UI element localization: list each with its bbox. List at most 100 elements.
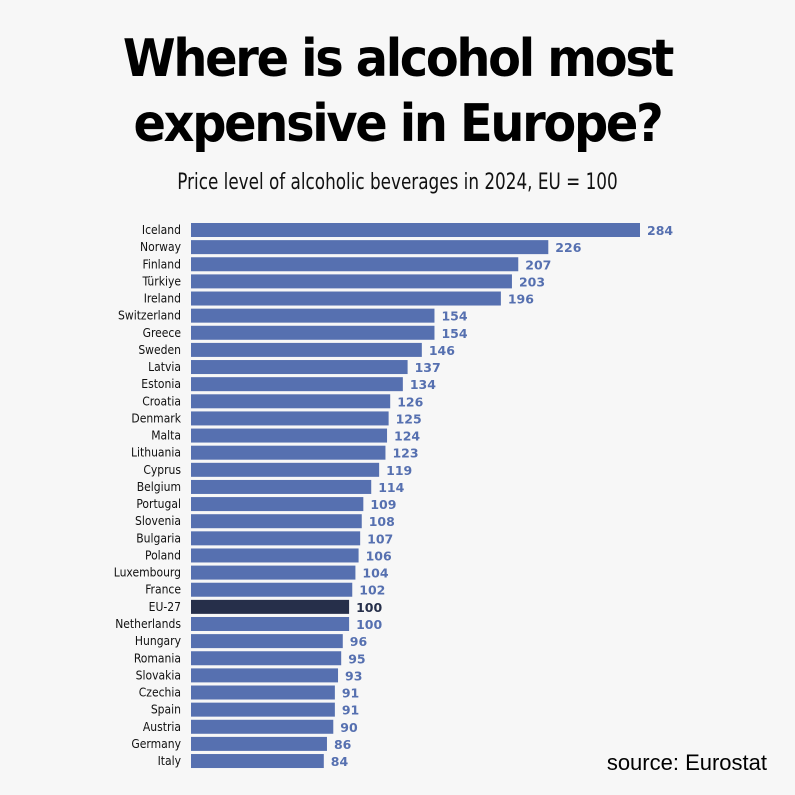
- bar-cyprus: [191, 462, 380, 477]
- value-label: 108: [369, 514, 395, 529]
- bar-estonia: [191, 377, 403, 392]
- value-label: 126: [397, 394, 423, 409]
- value-label: 90: [340, 720, 358, 735]
- bar-finland: [191, 257, 519, 272]
- category-label: Spain: [151, 703, 181, 717]
- bar-switzerland: [191, 308, 435, 323]
- category-label: Cyprus: [143, 463, 181, 477]
- value-label: 196: [508, 292, 534, 307]
- bar-sweden: [191, 342, 422, 357]
- category-label: Luxembourg: [114, 566, 181, 580]
- bar-austria: [191, 719, 334, 734]
- value-label: 123: [392, 446, 418, 461]
- value-label: 284: [647, 223, 673, 238]
- value-label: 100: [356, 617, 382, 632]
- bar-portugal: [191, 497, 364, 512]
- value-label: 125: [396, 411, 422, 426]
- category-label: Switzerland: [118, 309, 181, 323]
- category-label: Portugal: [136, 497, 181, 511]
- category-label: Romania: [134, 651, 181, 665]
- bar-slovenia: [191, 514, 362, 529]
- category-label: Latvia: [148, 360, 181, 374]
- bar-czechia: [191, 685, 335, 700]
- bar-lithuania: [191, 445, 386, 460]
- category-label: Slovakia: [136, 668, 181, 682]
- bar-greece: [191, 325, 435, 340]
- value-label: 107: [367, 531, 393, 546]
- category-label: Germany: [131, 737, 181, 751]
- bar-germany: [191, 736, 327, 751]
- category-label: Poland: [145, 548, 181, 562]
- bar-t-rkiye: [191, 274, 512, 289]
- bar-malta: [191, 428, 388, 443]
- category-label: Bulgaria: [136, 531, 181, 545]
- value-label: 102: [359, 583, 385, 598]
- bar-bulgaria: [191, 531, 361, 546]
- value-label: 109: [370, 497, 396, 512]
- category-label: Denmark: [131, 411, 181, 425]
- category-label: France: [145, 583, 181, 597]
- category-label: Finland: [143, 257, 182, 271]
- category-label: Czechia: [139, 686, 181, 700]
- category-label: Norway: [140, 240, 182, 254]
- value-label: 95: [348, 651, 365, 666]
- chart-title-line2: expensive in Europe?: [133, 94, 664, 154]
- category-label: Iceland: [142, 223, 181, 237]
- value-label: 93: [345, 668, 362, 683]
- category-label: Italy: [158, 754, 182, 768]
- bar-spain: [191, 702, 335, 717]
- value-label: 154: [441, 326, 467, 341]
- category-label: Estonia: [141, 377, 181, 391]
- bar-ireland: [191, 291, 501, 306]
- bar-croatia: [191, 394, 391, 409]
- bar-eu-27: [191, 599, 350, 614]
- value-label: 106: [366, 548, 392, 563]
- value-label: 114: [378, 480, 404, 495]
- bar-hungary: [191, 634, 343, 649]
- bar-slovakia: [191, 668, 339, 683]
- category-label: Türkiye: [141, 274, 181, 288]
- category-label: Sweden: [138, 343, 181, 357]
- value-label: 91: [342, 686, 359, 701]
- category-label: Austria: [143, 720, 181, 734]
- value-label: 154: [441, 309, 467, 324]
- value-label: 86: [334, 737, 352, 752]
- value-label: 104: [362, 566, 388, 581]
- category-label: Greece: [143, 326, 182, 340]
- category-label: Netherlands: [115, 617, 181, 631]
- value-label: 84: [331, 754, 349, 769]
- bar-italy: [191, 754, 324, 769]
- bar-romania: [191, 651, 342, 666]
- bar-norway: [191, 240, 549, 255]
- value-label: 207: [525, 257, 551, 272]
- value-label: 100: [356, 600, 382, 615]
- value-label: 96: [350, 634, 368, 649]
- bar-latvia: [191, 360, 408, 375]
- category-label: EU-27: [149, 600, 181, 614]
- category-label: Lithuania: [131, 446, 181, 460]
- source-note: source: Eurostat: [606, 750, 767, 775]
- bar-france: [191, 582, 353, 597]
- category-label: Ireland: [144, 292, 181, 306]
- bar-luxembourg: [191, 565, 356, 580]
- value-label: 119: [386, 463, 412, 478]
- bar-denmark: [191, 411, 389, 426]
- chart-subtitle: Price level of alcoholic beverages in 20…: [177, 170, 618, 195]
- value-label: 203: [519, 274, 545, 289]
- bar-poland: [191, 548, 359, 563]
- bar-belgium: [191, 479, 372, 494]
- category-label: Belgium: [137, 480, 181, 494]
- category-label: Hungary: [135, 634, 182, 648]
- bar-iceland: [191, 223, 640, 237]
- bar-netherlands: [191, 616, 350, 631]
- category-label: Malta: [151, 429, 181, 443]
- value-label: 91: [342, 703, 359, 718]
- category-label: Croatia: [142, 394, 181, 408]
- value-label: 124: [394, 429, 420, 444]
- chart-title-line1: Where is alcohol most: [122, 29, 674, 89]
- value-label: 137: [415, 360, 441, 375]
- value-label: 134: [410, 377, 436, 392]
- value-label: 226: [555, 240, 581, 255]
- value-label: 146: [429, 343, 455, 358]
